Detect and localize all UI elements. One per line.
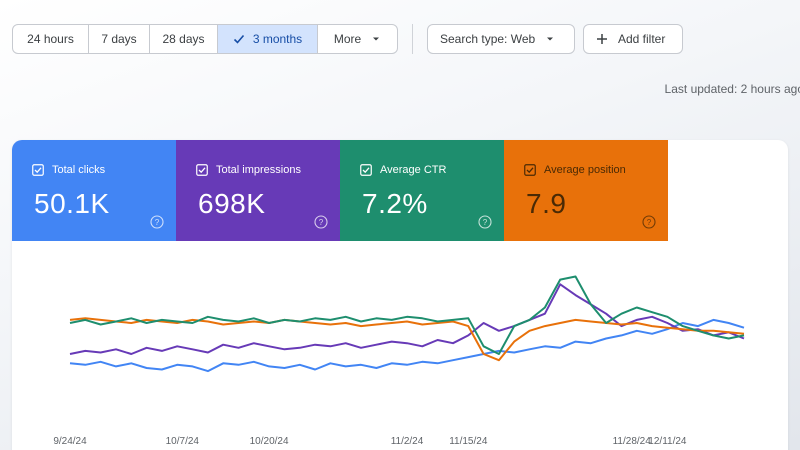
checkbox-checked-icon[interactable] bbox=[524, 164, 536, 176]
metric-header: Average CTR bbox=[360, 164, 446, 176]
x-axis-tick-label: 10/20/24 bbox=[250, 436, 289, 447]
metric-label: Average position bbox=[544, 164, 626, 176]
performance-card: Total clicks 50.1K ? Total impressions 6… bbox=[12, 140, 788, 450]
add-filter-label: Add filter bbox=[618, 32, 666, 46]
help-icon[interactable]: ? bbox=[150, 215, 164, 229]
metric-tabs: Total clicks 50.1K ? Total impressions 6… bbox=[12, 140, 788, 241]
series-line-total-clicks bbox=[69, 318, 745, 373]
date-range-label: 7 days bbox=[101, 32, 137, 46]
series-line-average-ctr bbox=[69, 275, 745, 355]
metric-label: Total impressions bbox=[216, 164, 301, 176]
svg-text:?: ? bbox=[483, 218, 488, 227]
plus-icon bbox=[597, 34, 607, 44]
metric-total-clicks[interactable]: Total clicks 50.1K ? bbox=[12, 140, 176, 241]
date-range-more[interactable]: More bbox=[318, 25, 397, 53]
performance-chart: 9/24/24 10/7/24 10/20/24 11/2/24 11/15/24 11/… bbox=[12, 241, 788, 450]
caret-down-icon bbox=[547, 37, 554, 41]
toolbar-divider bbox=[412, 24, 413, 54]
help-icon[interactable]: ? bbox=[314, 215, 328, 229]
series-line-average-position bbox=[69, 317, 745, 362]
date-range-selector: 24 hours 7 days 28 days 3 months More bbox=[12, 24, 398, 54]
x-axis-tick-label: 12/11/24 bbox=[648, 436, 687, 447]
x-axis-tick-label: 11/2/24 bbox=[391, 436, 424, 447]
metric-header: Average position bbox=[524, 164, 626, 176]
date-range-label: 24 hours bbox=[27, 32, 74, 46]
metric-average-position[interactable]: Average position 7.9 ? bbox=[504, 140, 668, 241]
help-icon[interactable]: ? bbox=[642, 215, 656, 229]
date-range-28-days[interactable]: 28 days bbox=[150, 25, 218, 53]
metric-header: Total impressions bbox=[196, 164, 301, 176]
date-range-label: More bbox=[333, 32, 362, 46]
date-range-24-hours[interactable]: 24 hours bbox=[13, 25, 89, 53]
add-filter-button[interactable]: Add filter bbox=[583, 24, 683, 54]
svg-text:?: ? bbox=[647, 218, 652, 227]
checkbox-checked-icon[interactable] bbox=[196, 164, 208, 176]
metric-label: Average CTR bbox=[380, 164, 447, 176]
svg-text:?: ? bbox=[155, 218, 160, 227]
date-range-7-days[interactable]: 7 days bbox=[89, 25, 150, 53]
series-line-total-impressions bbox=[69, 283, 745, 355]
help-icon[interactable]: ? bbox=[478, 215, 492, 229]
x-axis-tick-label: 11/15/24 bbox=[449, 436, 488, 447]
search-type-dropdown[interactable]: Search type: Web bbox=[427, 24, 575, 54]
date-range-3-months[interactable]: 3 months bbox=[218, 25, 318, 53]
metric-average-ctr[interactable]: Average CTR 7.2% ? bbox=[340, 140, 504, 241]
metric-value: 698K bbox=[198, 188, 266, 219]
metric-total-impressions[interactable]: Total impressions 698K ? bbox=[176, 140, 340, 241]
filter-toolbar: 24 hours 7 days 28 days 3 months More Se… bbox=[12, 24, 683, 54]
metric-label: Total clicks bbox=[52, 164, 106, 176]
performance-chart-svg: 9/24/24 10/7/24 10/20/24 11/2/24 11/15/24 11/… bbox=[53, 275, 745, 447]
x-axis-tick-label: 9/24/24 bbox=[53, 436, 87, 447]
metric-header: Total clicks bbox=[32, 164, 105, 176]
date-range-label: 28 days bbox=[162, 32, 205, 46]
date-range-label: 3 months bbox=[252, 32, 303, 46]
search-type-label: Search type: Web bbox=[440, 32, 536, 46]
checkbox-checked-icon[interactable] bbox=[360, 164, 372, 176]
check-icon bbox=[233, 34, 244, 44]
last-updated-text: Last updated: 2 hours ago bbox=[664, 82, 800, 96]
svg-text:?: ? bbox=[319, 218, 324, 227]
checkbox-checked-icon[interactable] bbox=[32, 164, 44, 176]
x-axis-tick-label: 10/7/24 bbox=[166, 436, 200, 447]
caret-down-icon bbox=[373, 37, 380, 41]
metric-value: 7.2% bbox=[362, 188, 428, 219]
metric-value: 50.1K bbox=[34, 188, 110, 219]
metric-value: 7.9 bbox=[526, 188, 567, 219]
x-axis-tick-label: 11/28/24 bbox=[613, 436, 652, 447]
